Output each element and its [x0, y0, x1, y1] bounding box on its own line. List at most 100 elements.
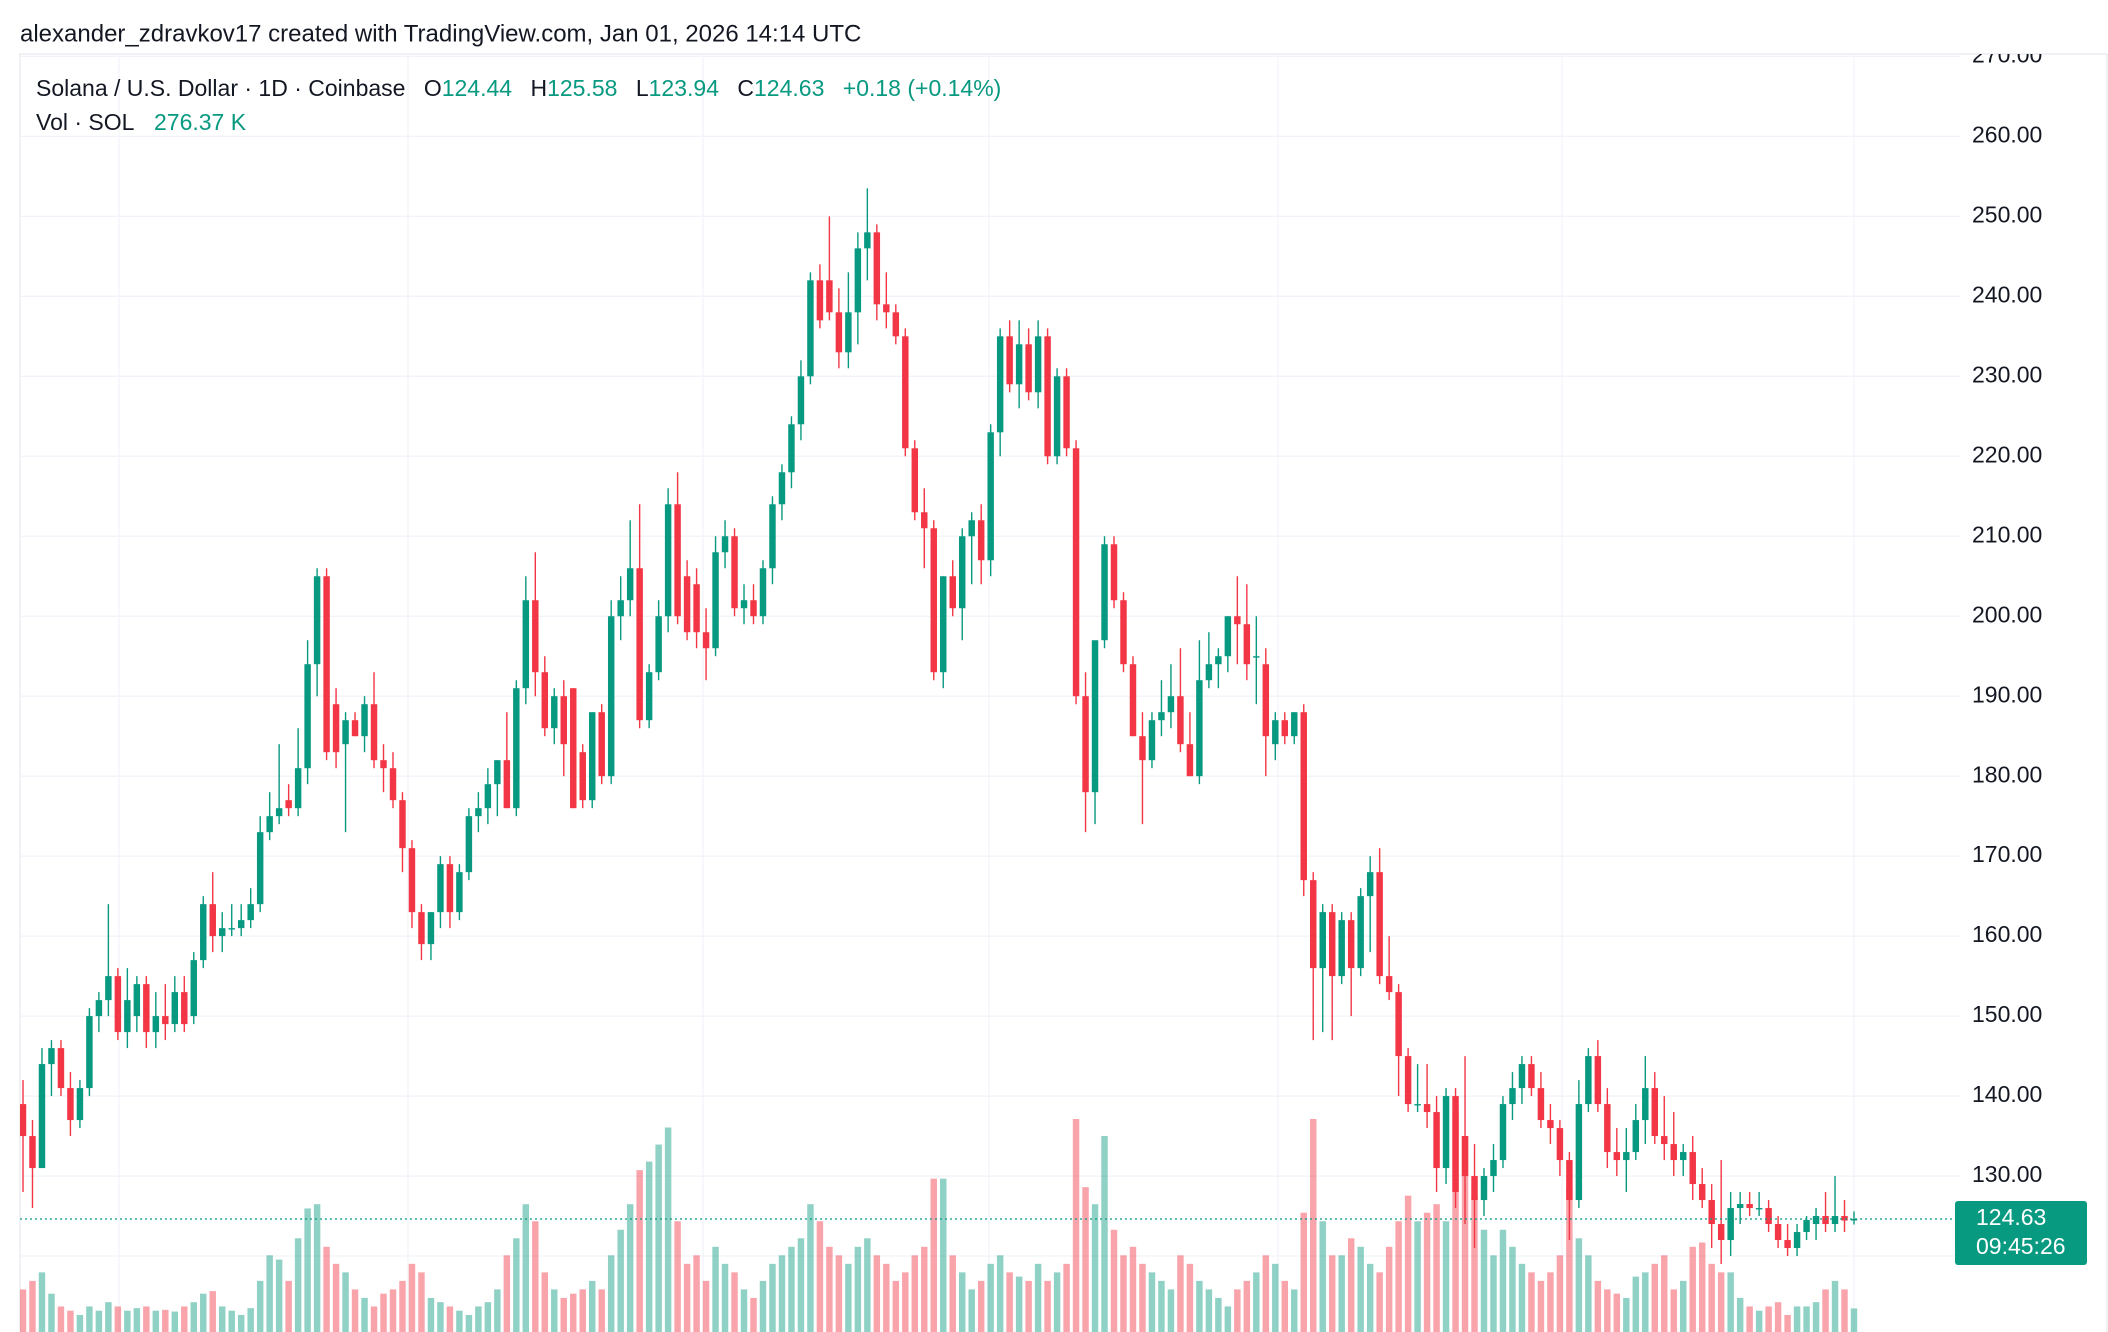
volume-bar: [826, 1246, 833, 1332]
candle-body: [1328, 912, 1336, 977]
candle-body: [1736, 1204, 1744, 1209]
candle-body: [579, 752, 586, 801]
candle-body: [968, 520, 975, 537]
change: +0.18 (+0.14%): [843, 75, 1002, 101]
volume-bar: [86, 1306, 93, 1332]
candle-body: [1129, 664, 1137, 737]
candle-body: [1471, 1176, 1478, 1201]
candle-body: [626, 568, 634, 601]
volume-bar: [1110, 1229, 1118, 1332]
volume-bar: [503, 1255, 511, 1332]
candle-body: [399, 800, 406, 849]
candle-body: [1291, 712, 1298, 737]
volume-legend: Vol · SOL 276.37 K: [36, 109, 247, 135]
volume-bar: [1452, 1110, 1459, 1332]
candle-body: [1347, 920, 1355, 969]
candle-body: [57, 1048, 65, 1089]
volume-bar: [1736, 1297, 1744, 1332]
candle-body: [1594, 1056, 1602, 1105]
volume-bar: [437, 1302, 444, 1332]
volume-bar: [1499, 1229, 1507, 1332]
candle-body: [949, 576, 956, 609]
volume-bar: [247, 1308, 254, 1332]
volume-bar: [617, 1229, 624, 1332]
volume-bar: [484, 1302, 492, 1332]
volume-bar: [1680, 1280, 1687, 1332]
candle-body: [987, 432, 994, 561]
candle-body: [1272, 720, 1279, 745]
candle-body: [313, 576, 321, 665]
l-value: 123.94: [649, 75, 720, 101]
y-tick-label: 160.00: [1972, 921, 2042, 947]
candle-body: [171, 992, 179, 1025]
candle-body: [1385, 976, 1393, 993]
volume-bar: [1651, 1263, 1658, 1332]
candle-body: [114, 976, 122, 1033]
candle-body: [1262, 664, 1270, 737]
volume-bar: [1139, 1263, 1146, 1332]
volume-bar: [1547, 1272, 1554, 1332]
candle-body: [1480, 1176, 1488, 1201]
y-tick-label: 230.00: [1972, 361, 2042, 387]
candle-body: [1642, 1088, 1649, 1121]
volume-bar: [323, 1246, 330, 1332]
volume-bar: [1253, 1272, 1260, 1332]
candle-body: [1366, 872, 1374, 897]
volume-bar: [1148, 1272, 1156, 1332]
candle-body: [1490, 1160, 1497, 1177]
volume-bar: [636, 1170, 643, 1332]
volume-bar: [361, 1297, 368, 1332]
volume-bar: [930, 1178, 937, 1332]
volume-bar: [570, 1293, 577, 1332]
volume-bar: [285, 1280, 292, 1332]
candle-body: [769, 504, 776, 569]
candle-body: [1091, 640, 1099, 793]
candle-body: [1689, 1152, 1696, 1185]
volume-bar: [342, 1272, 349, 1332]
volume-bar: [1670, 1289, 1677, 1332]
candle-body: [1177, 696, 1184, 745]
candle-body: [1661, 1136, 1668, 1145]
volume-bar: [1044, 1280, 1051, 1332]
volume-bar: [418, 1272, 425, 1332]
volume-bar: [1841, 1289, 1848, 1332]
volume-bar: [1594, 1280, 1602, 1332]
candle-body: [86, 1016, 93, 1089]
candle-body: [1053, 376, 1061, 457]
volume-bar: [313, 1204, 321, 1332]
volume-bar: [190, 1302, 197, 1332]
volume-bar: [854, 1246, 862, 1332]
volume-bar: [788, 1246, 795, 1332]
candle-body: [408, 848, 416, 913]
volume-bar: [693, 1255, 700, 1332]
volume-bar: [380, 1293, 387, 1332]
candle-body: [190, 960, 197, 1017]
candle-body: [835, 312, 843, 353]
candle-body: [1253, 656, 1260, 658]
volume-bar: [1101, 1136, 1108, 1332]
candle-body: [427, 912, 435, 945]
candle-body: [361, 704, 368, 737]
volume-bar: [370, 1306, 378, 1332]
candle-body: [807, 280, 814, 377]
volume-bar: [1613, 1293, 1621, 1332]
volume-bar: [1537, 1280, 1545, 1332]
candle-body: [1537, 1088, 1545, 1121]
candle-body: [95, 1000, 103, 1017]
candle-body: [1063, 376, 1070, 449]
volume-bar: [181, 1306, 188, 1332]
candle-body: [1395, 992, 1402, 1057]
candle-body: [1822, 1216, 1829, 1225]
candle-body: [1110, 544, 1118, 601]
volume-bar: [1006, 1272, 1013, 1332]
volume-bar: [1642, 1272, 1649, 1332]
candle-body: [266, 816, 273, 833]
volume-bar: [1281, 1280, 1289, 1332]
volume-bar: [740, 1289, 748, 1332]
volume-bar: [1385, 1246, 1393, 1332]
candle-body: [996, 336, 1004, 433]
volume-bar: [712, 1246, 719, 1332]
candle-body: [1101, 544, 1108, 641]
candle-body: [759, 568, 767, 617]
volume-value: 276.37 K: [154, 109, 247, 135]
